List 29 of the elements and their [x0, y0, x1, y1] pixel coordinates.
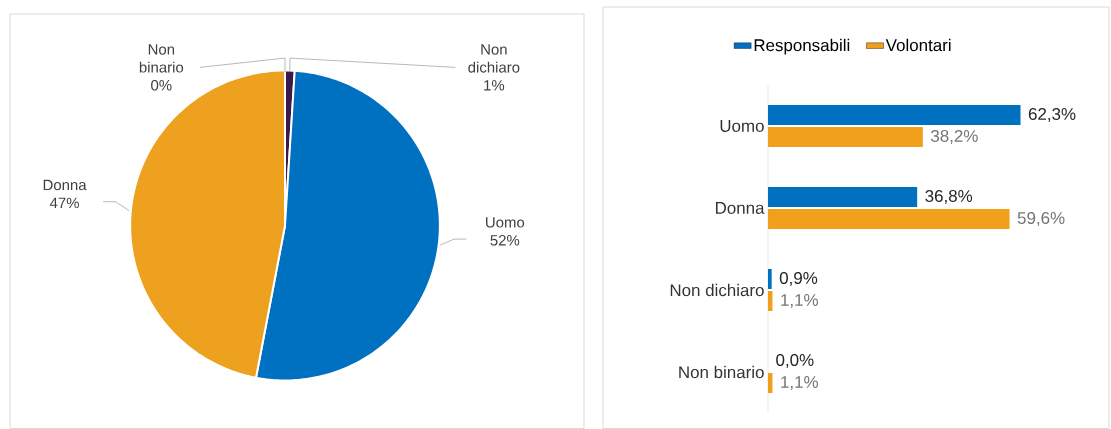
slice-label: Non dichiaro: [468, 44, 520, 73]
data-label: 1,1%: [781, 376, 818, 390]
data-label: 47%: [49, 197, 79, 209]
bar: [768, 105, 1021, 125]
y-tick-label: Uomo: [720, 120, 764, 132]
text: 0%: [151, 79, 172, 91]
data-label: 0,9%: [779, 272, 818, 286]
bar: [768, 209, 1010, 229]
y-tick-label: Donna: [715, 202, 765, 214]
data-label: 1,1%: [781, 294, 818, 308]
bar: [768, 373, 773, 393]
data-label: 59,6%: [1017, 212, 1065, 226]
data-label: 52%: [490, 234, 520, 246]
bar: [768, 291, 773, 311]
bar: [768, 269, 772, 289]
data-label: 38,2%: [931, 130, 978, 144]
bar: [768, 127, 923, 147]
bar: [768, 187, 918, 207]
y-tick-label: Non dichiaro: [670, 283, 764, 297]
legend-label: Volontari: [885, 38, 951, 52]
slice-label: Donna: [43, 179, 87, 191]
legend-label: Responsabili: [754, 38, 850, 55]
category-label: Non binario: [139, 44, 184, 73]
data-label: 62,3%: [1028, 108, 1076, 122]
y-tick-label: Non binario: [679, 365, 764, 379]
data-label: 0,0%: [776, 354, 814, 368]
data-label: 36,8%: [925, 190, 973, 204]
data-label: 1%: [484, 80, 505, 91]
slice-label: Uomo: [486, 217, 525, 228]
